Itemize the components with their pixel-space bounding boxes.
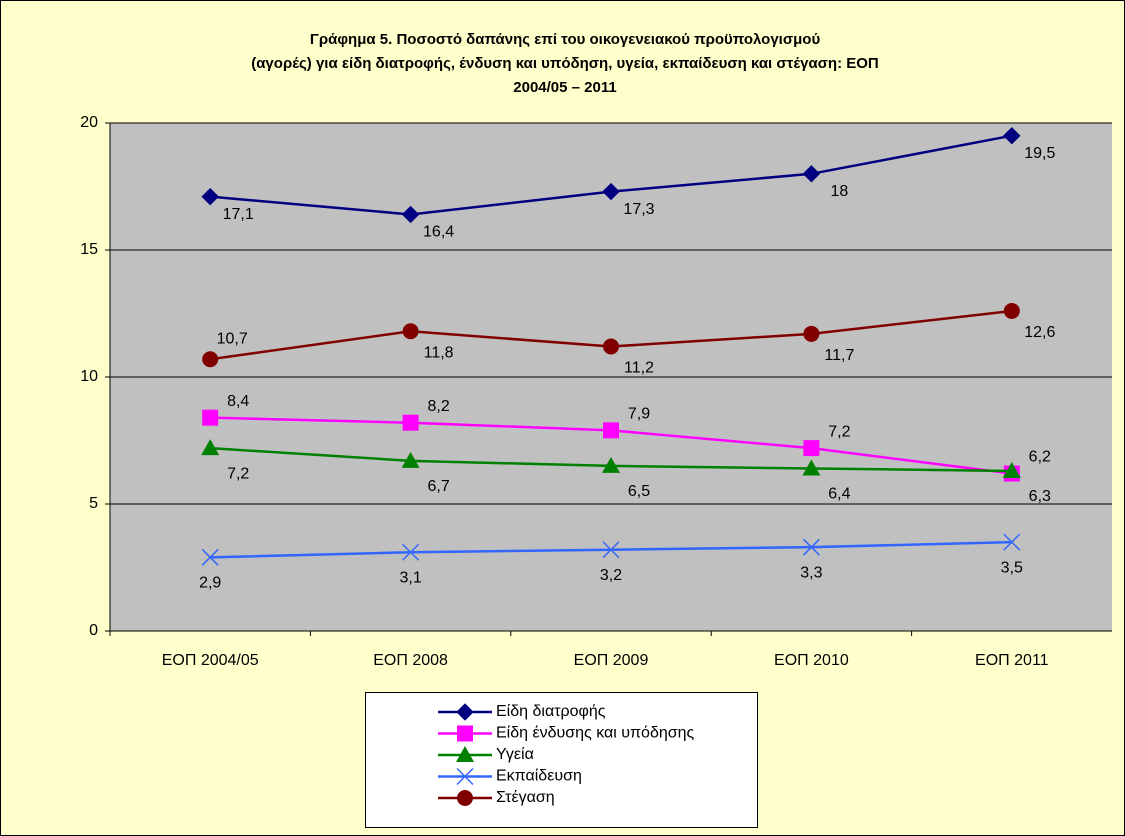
data-label: 17,3 [623,201,654,218]
chart-title: 2004/05 – 2011 [513,79,616,96]
marker [402,323,419,340]
y-tick-label: 10 [80,368,98,385]
chart-title: Γράφημα 5. Ποσοστό δαπάνης επί του οικογ… [310,31,821,48]
marker [456,703,474,721]
data-label: 6,5 [628,483,650,500]
marker [1003,533,1021,551]
marker [456,746,474,762]
data-label: 6,4 [828,486,850,503]
data-label: 6,7 [427,478,449,495]
data-label: 8,4 [227,393,249,410]
data-label: 6,2 [1029,449,1051,466]
marker [202,351,219,368]
y-tick-label: 20 [80,114,98,131]
marker [401,451,420,468]
marker [1003,302,1020,319]
y-tick-label: 0 [89,622,98,639]
data-label: 11,8 [424,344,454,361]
marker [803,325,820,342]
marker [202,409,219,426]
data-label: 16,4 [423,224,454,241]
data-label: 7,2 [227,465,249,482]
data-label: 12,6 [1024,324,1055,341]
data-label: 3,5 [1001,559,1023,576]
data-label: 3,2 [600,567,622,584]
marker [603,338,619,355]
marker [602,182,620,201]
legend-label: Στέγαση [496,789,555,806]
y-tick-label: 15 [80,241,98,258]
marker [603,422,619,439]
marker [802,165,821,183]
x-tick-label: ΕΟΠ 2011 [975,652,1049,669]
y-tick-label: 5 [89,495,98,512]
marker [602,541,620,559]
legend [365,692,758,828]
marker [1003,126,1021,145]
data-label: 7,9 [628,406,650,423]
data-label: 11,7 [824,347,854,364]
marker [1002,461,1021,478]
marker [802,459,821,476]
data-label: 2,9 [199,575,221,592]
data-label: 6,3 [1029,488,1051,505]
x-tick-label: ΕΟΠ 2008 [373,652,448,669]
data-label: 17,1 [223,206,254,223]
marker [402,543,420,561]
marker [457,790,473,806]
marker [402,414,419,431]
x-tick-label: ΕΟΠ 2004/05 [162,652,259,669]
data-label: 3,1 [399,569,421,586]
data-label: 7,2 [828,423,850,440]
legend-label: Εκπαίδευση [496,768,582,785]
marker [457,725,473,742]
data-label: 8,2 [427,398,449,415]
marker [803,440,820,457]
marker [602,456,620,473]
legend-label: Είδη ένδυσης και υπόδησης [496,725,695,742]
x-tick-label: ΕΟΠ 2009 [574,652,649,669]
data-label: 19,5 [1024,145,1055,162]
marker [201,439,220,456]
data-label: 10,7 [217,330,248,347]
marker [802,538,820,556]
marker [401,205,420,224]
marker [201,187,219,206]
x-tick-label: ΕΟΠ 2010 [774,652,849,669]
data-label: 18 [831,183,849,200]
chart-title: (αγορές) για είδη διατροφής, ένδυση και … [251,55,879,72]
legend-label: Είδη διατροφής [496,703,606,720]
data-label: 3,3 [800,564,822,581]
marker [201,548,219,566]
legend-label: Υγεία [496,746,534,763]
marker [456,767,474,786]
data-label: 11,2 [624,360,654,377]
